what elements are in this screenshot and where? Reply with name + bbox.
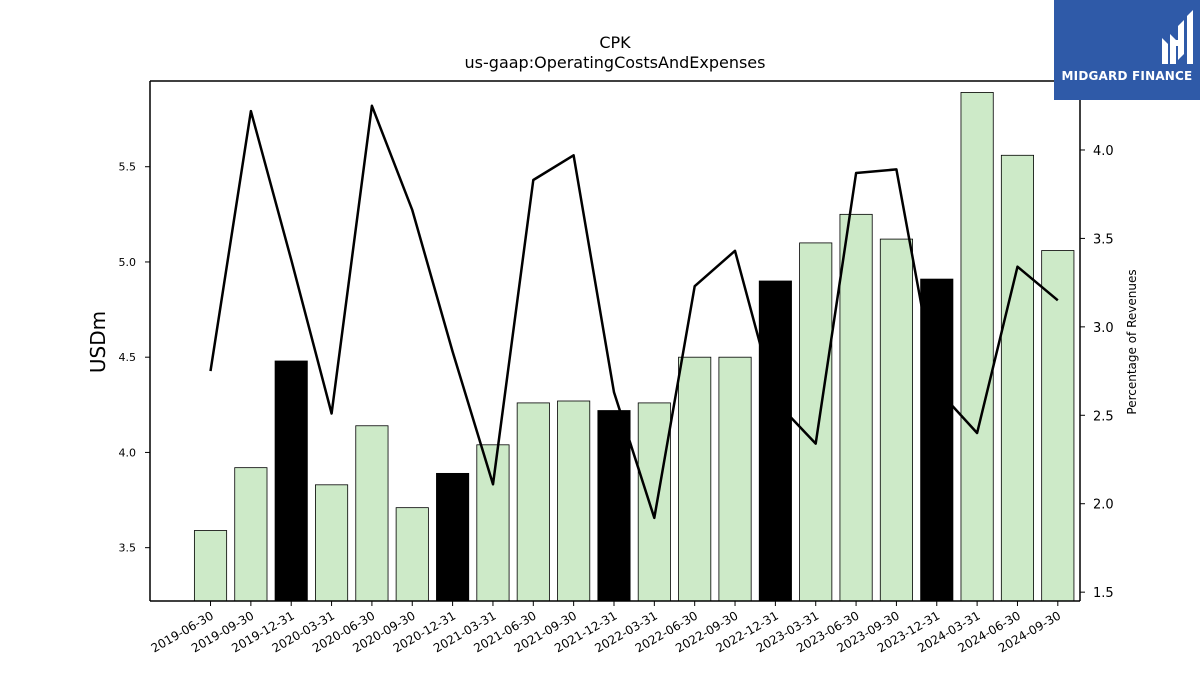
bar-group (193, 92, 1075, 602)
y-right-tick-label: 3.0 (1093, 321, 1114, 336)
bar (1000, 154, 1035, 602)
bar (476, 444, 510, 602)
bar (678, 356, 712, 602)
y-right-tick-label: 2.5 (1093, 409, 1114, 424)
logo-mark-icon (1162, 10, 1193, 64)
bar (274, 360, 308, 602)
line-group (209, 104, 1059, 520)
y-tick-label: 4.5 (119, 351, 137, 364)
bar (193, 530, 228, 602)
logo-text: MIDGARD FINANCE (1061, 69, 1193, 83)
y-right-tick-label: 2.0 (1093, 498, 1114, 513)
bar (637, 402, 671, 602)
y-tick-label: 5.0 (119, 256, 137, 269)
bar (516, 402, 550, 602)
bar (879, 238, 913, 602)
y-right-tick-label: 3.5 (1093, 232, 1114, 247)
y-right-tick-label: 4.0 (1093, 144, 1114, 159)
bar (234, 467, 268, 602)
bar (597, 410, 631, 602)
series-line (209, 104, 1059, 520)
axes (149, 80, 1081, 602)
brand-logo: MIDGARD FINANCE (1054, 0, 1200, 100)
bar (799, 242, 833, 602)
chart-subtitle: us-gaap:OperatingCostsAndExpenses (465, 53, 766, 72)
bar (315, 484, 349, 602)
chart-title: CPK (599, 33, 631, 52)
bar (718, 356, 752, 602)
y-axis-right-label: Percentage of Revenues (1125, 269, 1139, 414)
y-axis-label: USDm (86, 311, 110, 373)
y-tick-label: 3.5 (119, 542, 137, 555)
y-right-tick-label: 1.5 (1093, 586, 1114, 601)
y-tick-label: 5.5 (119, 161, 137, 174)
bar (355, 425, 389, 602)
bar (395, 507, 429, 602)
bar (758, 280, 792, 602)
bar (557, 400, 591, 602)
bar (1041, 250, 1075, 602)
bar (960, 92, 994, 602)
y-tick-label: 4.0 (119, 446, 137, 459)
bar (839, 213, 873, 602)
bar (436, 472, 470, 602)
